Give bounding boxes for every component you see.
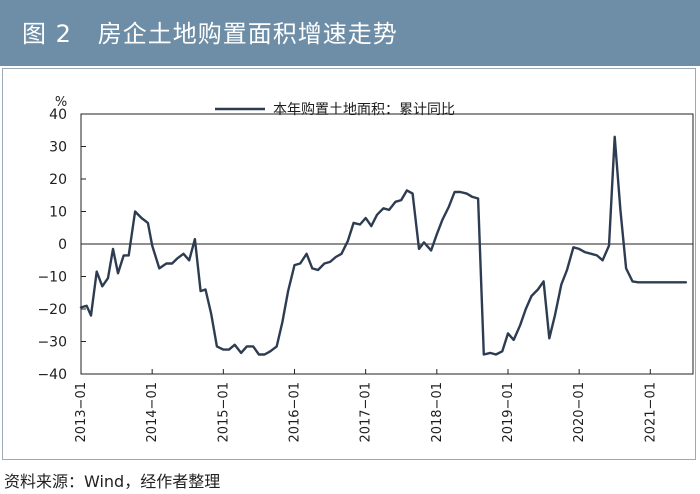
series-group — [79, 135, 688, 356]
x-tick-label: 2015−01 — [216, 382, 231, 443]
x-tick-label: 2016−01 — [287, 382, 302, 443]
source-note: 资料来源：Wind，经作者整理 — [4, 472, 221, 491]
y-tick-label: 30 — [49, 140, 67, 156]
line-chart: %40 30 20 10 0 −10 −20 −30 −40 2013−01 2014−01 2015… — [37, 95, 694, 443]
figure-title: 图 2 房企土地购置面积增速走势 — [22, 20, 398, 48]
x-tick-label: 2021−01 — [643, 382, 658, 443]
axes-group: %40 30 20 10 0 −10 −20 −30 −40 2013−01 2014−01 2015… — [37, 95, 694, 443]
x-tick-label: 2018−01 — [430, 382, 445, 443]
x-tick-label: 2013−01 — [74, 382, 89, 443]
y-tick-label: 20 — [49, 172, 67, 188]
series-line — [79, 135, 688, 356]
figure-title-bar: 图 2 房企土地购置面积增速走势 — [0, 0, 700, 66]
x-tick-label: 2014−01 — [145, 382, 160, 443]
y-tick-label: −30 — [37, 335, 67, 351]
y-tick-label: −40 — [37, 367, 67, 383]
y-tick-label: 0 — [58, 237, 67, 253]
y-tick-label: 10 — [49, 205, 67, 221]
y-tick-label: 40 — [49, 107, 67, 123]
y-tick-label: −10 — [37, 270, 67, 286]
x-tick-label: 2017−01 — [359, 382, 374, 443]
x-tick-label: 2019−01 — [501, 382, 516, 443]
chart-frame: % 40 30 20 10 0 −10 −20 −30 −40 2013−01 2014−01 2015… — [2, 68, 696, 460]
legend-label: 本年购置土地面积：累计同比 — [273, 102, 455, 118]
legend: 本年购置土地面积：累计同比 — [215, 102, 455, 118]
x-tick-label: 2020−01 — [572, 382, 587, 443]
y-axis-unit-label: % — [55, 95, 67, 110]
y-tick-label: −20 — [37, 302, 67, 318]
